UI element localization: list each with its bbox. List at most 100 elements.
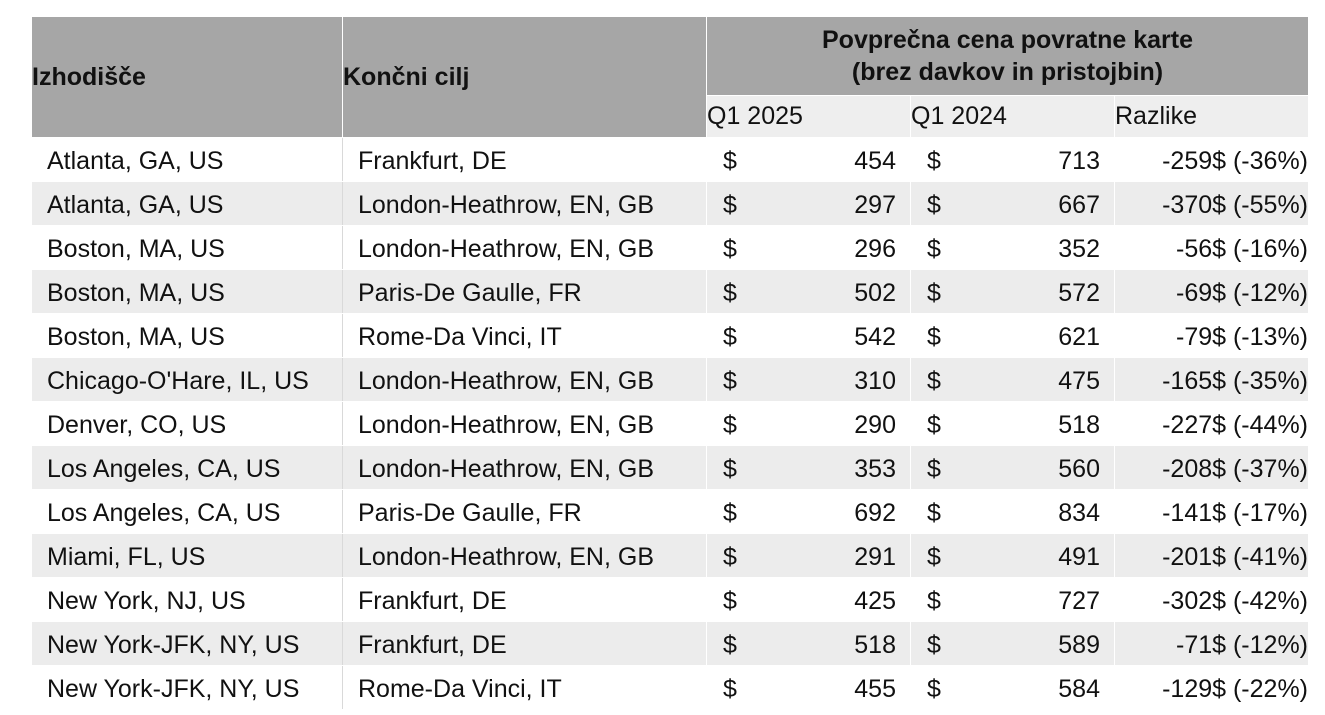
cell-difference: -71$ (-12%) — [1114, 621, 1309, 666]
price-value: 296 — [854, 235, 896, 263]
cell-difference: -208$ (-37%) — [1114, 445, 1309, 490]
cell-difference: -56$ (-16%) — [1114, 225, 1309, 270]
table-row: Atlanta, GA, US Frankfurt, DE $454 $713 … — [31, 137, 1309, 182]
cell-origin: Chicago-O'Hare, IL, US — [31, 357, 343, 402]
cell-q1-2025: $297 — [706, 181, 911, 226]
table-row: Boston, MA, US Rome-Da Vinci, IT $542 $6… — [31, 313, 1309, 358]
table-row: Los Angeles, CA, US Paris-De Gaulle, FR … — [31, 489, 1309, 534]
currency-symbol: $ — [927, 191, 941, 219]
price-value: 621 — [1058, 323, 1100, 351]
cell-destination: London-Heathrow, EN, GB — [342, 181, 707, 226]
cell-q1-2024: $475 — [910, 357, 1115, 402]
price-value: 455 — [854, 675, 896, 703]
cell-origin: Los Angeles, CA, US — [31, 445, 343, 490]
cell-q1-2024: $518 — [910, 401, 1115, 446]
cell-destination: Frankfurt, DE — [342, 577, 707, 622]
price-value: 297 — [854, 191, 896, 219]
cell-destination: Frankfurt, DE — [342, 621, 707, 666]
cell-q1-2025: $310 — [706, 357, 911, 402]
currency-symbol: $ — [723, 235, 737, 263]
header-group-line1: Povprečna cena povratne karte — [822, 26, 1193, 54]
cell-q1-2024: $352 — [910, 225, 1115, 270]
currency-symbol: $ — [723, 543, 737, 571]
currency-symbol: $ — [723, 323, 737, 351]
currency-symbol: $ — [723, 675, 737, 703]
price-value: 310 — [854, 367, 896, 395]
price-value: 352 — [1058, 235, 1100, 263]
currency-symbol: $ — [723, 499, 737, 527]
cell-q1-2024: $621 — [910, 313, 1115, 358]
currency-symbol: $ — [927, 279, 941, 307]
price-value: 518 — [1058, 411, 1100, 439]
cell-difference: -165$ (-35%) — [1114, 357, 1309, 402]
header-origin: Izhodišče — [31, 16, 343, 138]
cell-q1-2025: $518 — [706, 621, 911, 666]
price-value: 518 — [854, 631, 896, 659]
cell-q1-2025: $291 — [706, 533, 911, 578]
currency-symbol: $ — [723, 279, 737, 307]
cell-q1-2024: $713 — [910, 137, 1115, 182]
cell-q1-2024: $589 — [910, 621, 1115, 666]
currency-symbol: $ — [927, 543, 941, 571]
cell-origin: Los Angeles, CA, US — [31, 489, 343, 534]
cell-difference: -79$ (-13%) — [1114, 313, 1309, 358]
currency-symbol: $ — [927, 235, 941, 263]
cell-origin: New York-JFK, NY, US — [31, 665, 343, 710]
table-row: Atlanta, GA, US London-Heathrow, EN, GB … — [31, 181, 1309, 226]
cell-difference: -129$ (-22%) — [1114, 665, 1309, 710]
currency-symbol: $ — [723, 147, 737, 175]
price-value: 491 — [1058, 543, 1100, 571]
cell-destination: Paris-De Gaulle, FR — [342, 489, 707, 534]
cell-difference: -201$ (-41%) — [1114, 533, 1309, 578]
currency-symbol: $ — [927, 499, 941, 527]
currency-symbol: $ — [723, 411, 737, 439]
cell-destination: London-Heathrow, EN, GB — [342, 401, 707, 446]
cell-destination: Frankfurt, DE — [342, 137, 707, 182]
header-q1-2025: Q1 2025 — [706, 95, 911, 138]
cell-difference: -302$ (-42%) — [1114, 577, 1309, 622]
cell-q1-2025: $290 — [706, 401, 911, 446]
header-average-price-group: Povprečna cena povratne karte (brez davk… — [706, 16, 1309, 96]
cell-difference: -69$ (-12%) — [1114, 269, 1309, 314]
table-row: Chicago-O'Hare, IL, US London-Heathrow, … — [31, 357, 1309, 402]
cell-q1-2024: $667 — [910, 181, 1115, 226]
price-value: 502 — [854, 279, 896, 307]
price-value: 290 — [854, 411, 896, 439]
price-value: 291 — [854, 543, 896, 571]
currency-symbol: $ — [927, 323, 941, 351]
currency-symbol: $ — [927, 631, 941, 659]
price-value: 589 — [1058, 631, 1100, 659]
header-group-line2: (brez davkov in pristojbin) — [851, 58, 1164, 86]
currency-symbol: $ — [927, 675, 941, 703]
cell-origin: Miami, FL, US — [31, 533, 343, 578]
cell-destination: Rome-Da Vinci, IT — [342, 665, 707, 710]
cell-origin: Denver, CO, US — [31, 401, 343, 446]
currency-symbol: $ — [927, 455, 941, 483]
table-body: Atlanta, GA, US Frankfurt, DE $454 $713 … — [31, 137, 1309, 710]
cell-q1-2025: $296 — [706, 225, 911, 270]
currency-symbol: $ — [927, 367, 941, 395]
cell-q1-2025: $425 — [706, 577, 911, 622]
cell-difference: -141$ (-17%) — [1114, 489, 1309, 534]
cell-q1-2024: $560 — [910, 445, 1115, 490]
currency-symbol: $ — [723, 631, 737, 659]
cell-destination: Rome-Da Vinci, IT — [342, 313, 707, 358]
price-value: 454 — [854, 147, 896, 175]
cell-q1-2025: $502 — [706, 269, 911, 314]
cell-q1-2025: $542 — [706, 313, 911, 358]
table-row: New York-JFK, NY, US Rome-Da Vinci, IT $… — [31, 665, 1309, 710]
table-row: Los Angeles, CA, US London-Heathrow, EN,… — [31, 445, 1309, 490]
cell-destination: London-Heathrow, EN, GB — [342, 225, 707, 270]
table-row: New York, NJ, US Frankfurt, DE $425 $727… — [31, 577, 1309, 622]
header-destination: Končni cilj — [342, 16, 707, 138]
cell-origin: Boston, MA, US — [31, 269, 343, 314]
header-q1-2024: Q1 2024 — [910, 95, 1115, 138]
cell-q1-2024: $584 — [910, 665, 1115, 710]
price-value: 425 — [854, 587, 896, 615]
currency-symbol: $ — [723, 455, 737, 483]
table-row: Boston, MA, US London-Heathrow, EN, GB $… — [31, 225, 1309, 270]
price-value: 572 — [1058, 279, 1100, 307]
cell-destination: London-Heathrow, EN, GB — [342, 357, 707, 402]
cell-difference: -259$ (-36%) — [1114, 137, 1309, 182]
table-row: Boston, MA, US Paris-De Gaulle, FR $502 … — [31, 269, 1309, 314]
